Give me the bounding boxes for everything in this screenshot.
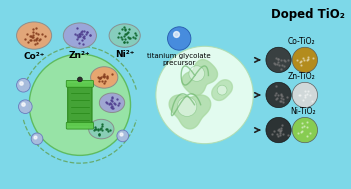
Circle shape [266, 47, 291, 73]
Polygon shape [169, 95, 211, 129]
Circle shape [266, 82, 291, 108]
Text: Ni-TiO₂: Ni-TiO₂ [290, 107, 316, 116]
Text: Doped TiO₂: Doped TiO₂ [271, 8, 345, 21]
Text: Zn²⁺: Zn²⁺ [69, 51, 91, 60]
Circle shape [266, 117, 291, 143]
Circle shape [31, 133, 43, 145]
Polygon shape [212, 80, 232, 101]
Ellipse shape [91, 67, 118, 88]
Circle shape [78, 77, 82, 82]
FancyBboxPatch shape [66, 122, 93, 129]
Circle shape [292, 82, 318, 108]
Text: Co²⁺: Co²⁺ [24, 52, 45, 61]
Circle shape [19, 100, 32, 113]
Circle shape [189, 66, 205, 81]
Ellipse shape [16, 22, 52, 49]
Circle shape [117, 130, 128, 142]
Polygon shape [182, 60, 218, 95]
Ellipse shape [109, 24, 140, 47]
Circle shape [217, 85, 227, 95]
Circle shape [156, 46, 253, 144]
Circle shape [292, 47, 318, 73]
Text: titanium glycolate
precursor: titanium glycolate precursor [147, 53, 211, 66]
FancyBboxPatch shape [68, 84, 92, 126]
FancyBboxPatch shape [66, 80, 93, 87]
Circle shape [16, 78, 30, 92]
Ellipse shape [63, 23, 97, 48]
Text: Zn-TiO₂: Zn-TiO₂ [288, 72, 316, 81]
Ellipse shape [99, 93, 125, 112]
Circle shape [167, 27, 191, 50]
Text: Co-TiO₂: Co-TiO₂ [288, 37, 316, 46]
Text: Ni²⁺: Ni²⁺ [115, 50, 134, 59]
Circle shape [177, 97, 197, 116]
Ellipse shape [89, 119, 114, 139]
Circle shape [292, 117, 318, 143]
Circle shape [29, 54, 131, 155]
